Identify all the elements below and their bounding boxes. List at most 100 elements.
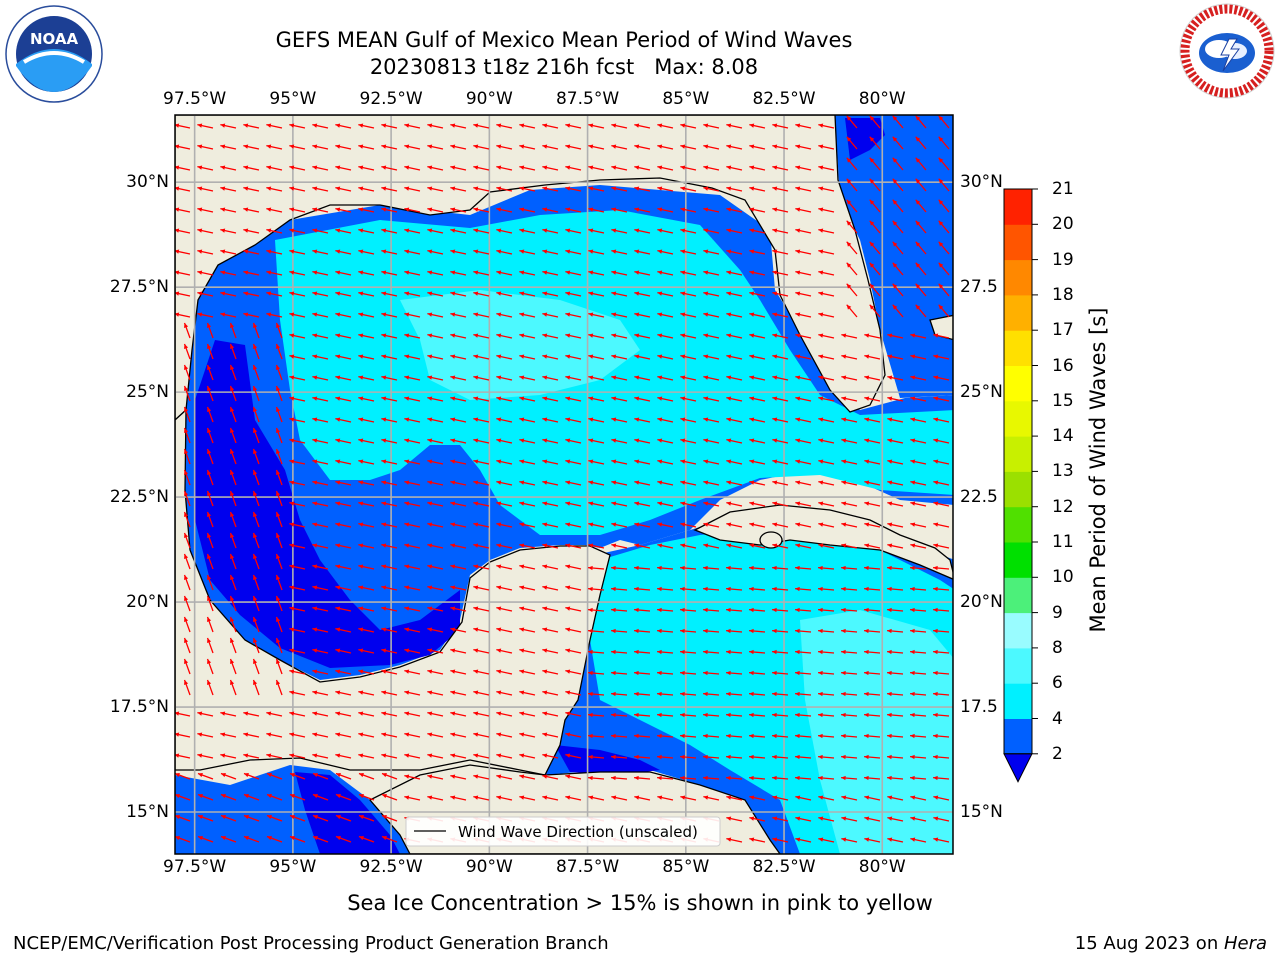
- wave-direction-arrow: [933, 565, 950, 571]
- wave-direction-arrow: [933, 607, 950, 613]
- wave-direction-arrow: [749, 228, 766, 234]
- wave-direction-arrow: [335, 228, 352, 234]
- wave-direction-arrow: [772, 837, 789, 843]
- wave-direction-arrow: [887, 691, 904, 697]
- wave-direction-arrow: [634, 795, 651, 801]
- colorbar-tick-label: 8: [1052, 637, 1063, 658]
- wave-direction-arrow: [381, 165, 398, 171]
- wave-direction-arrow: [450, 165, 467, 171]
- wave-direction-arrow: [726, 670, 743, 676]
- chart-title: GEFS MEAN Gulf of Mexico Mean Period of …: [275, 28, 853, 52]
- wave-direction-arrow: [869, 241, 881, 255]
- wave-direction-arrow: [726, 565, 743, 571]
- wave-direction-arrow: [795, 480, 812, 486]
- wave-direction-arrow: [588, 123, 605, 129]
- wave-direction-arrow: [404, 522, 421, 528]
- wave-direction-arrow: [910, 480, 927, 486]
- wave-direction-arrow: [841, 396, 858, 402]
- wave-direction-arrow: [519, 438, 536, 444]
- lon-tick-label-bottom: 87.5°W: [555, 857, 620, 877]
- wave-direction-arrow: [473, 711, 490, 717]
- wave-direction-arrow: [381, 207, 398, 213]
- wave-direction-arrow: [473, 144, 490, 150]
- wave-direction-arrow: [542, 732, 559, 738]
- wave-direction-arrow: [892, 262, 904, 276]
- wave-direction-arrow: [611, 754, 628, 760]
- wave-direction-arrow: [749, 795, 766, 801]
- wave-direction-arrow: [892, 283, 904, 297]
- wave-direction-arrow: [841, 501, 858, 507]
- wave-direction-arrow: [335, 793, 352, 801]
- wave-direction-arrow: [358, 144, 375, 150]
- wave-direction-arrow: [404, 774, 421, 780]
- wave-direction-arrow: [381, 312, 398, 318]
- wave-direction-arrow: [772, 123, 789, 129]
- wave-direction-arrow: [680, 270, 697, 276]
- wave-direction-arrow: [869, 220, 881, 234]
- wave-direction-arrow: [933, 417, 950, 423]
- wave-direction-arrow: [358, 228, 375, 234]
- wave-direction-arrow: [915, 220, 927, 234]
- wave-direction-arrow: [335, 438, 352, 444]
- wave-direction-arrow: [473, 522, 490, 528]
- wave-direction-arrow: [726, 312, 743, 318]
- wave-direction-arrow: [450, 144, 467, 150]
- wave-direction-arrow: [220, 144, 237, 150]
- wave-direction-arrow: [565, 753, 582, 759]
- wave-direction-arrow: [175, 793, 191, 801]
- wave-direction-arrow: [358, 585, 375, 591]
- wave-direction-arrow: [450, 417, 467, 423]
- wave-direction-arrow: [427, 543, 444, 549]
- wind-wave-direction-arrows: [175, 115, 950, 843]
- wave-direction-arrow: [588, 396, 605, 402]
- wave-direction-arrow: [680, 522, 697, 528]
- wave-direction-arrow: [818, 565, 835, 571]
- footer-organization: NCEP/EMC/Verification Post Processing Pr…: [13, 933, 609, 954]
- wave-direction-arrow: [496, 459, 513, 465]
- wave-direction-arrow: [266, 249, 283, 255]
- noaa-logo-icon: NOAA: [4, 4, 104, 104]
- wave-direction-arrow: [910, 522, 927, 528]
- wave-direction-arrow: [634, 249, 651, 255]
- wave-direction-arrow: [795, 501, 812, 507]
- colorbar-segment: [1004, 400, 1032, 437]
- wave-direction-arrow: [404, 396, 421, 402]
- wave-direction-arrow: [229, 658, 237, 675]
- wave-direction-arrow: [588, 501, 605, 507]
- wave-direction-arrow: [772, 144, 789, 150]
- wave-direction-arrow: [289, 417, 306, 423]
- wave-direction-arrow: [404, 291, 421, 297]
- colorbar: [1003, 188, 1038, 783]
- wave-direction-arrow: [772, 522, 789, 528]
- lat-tick-label-left: 20°N: [126, 592, 169, 613]
- wave-direction-arrow: [197, 291, 214, 297]
- wave-direction-arrow: [680, 607, 697, 613]
- wave-direction-arrow: [266, 144, 283, 150]
- wave-direction-arrow: [289, 480, 306, 486]
- wave-direction-arrow: [312, 627, 329, 633]
- wave-direction-arrow: [175, 835, 191, 843]
- colorbar-tick-label: 18: [1052, 284, 1074, 305]
- lon-tick-label-top: 90°W: [465, 89, 513, 109]
- wave-direction-arrow: [910, 501, 927, 507]
- wave-direction-arrow: [275, 658, 283, 675]
- wave-direction-arrow: [657, 565, 674, 571]
- wave-direction-arrow: [910, 354, 927, 360]
- wave-direction-arrow: [841, 354, 858, 360]
- wave-direction-arrow: [206, 637, 214, 654]
- wave-direction-arrow: [749, 543, 766, 549]
- colorbar-tick-label: 15: [1052, 390, 1074, 411]
- wave-direction-arrow: [795, 249, 812, 255]
- lat-tick-label-left: 25°N: [126, 382, 169, 403]
- wave-direction-arrow: [749, 649, 766, 655]
- wave-direction-arrow: [312, 772, 329, 780]
- wave-direction-arrow: [726, 543, 743, 549]
- wave-direction-arrow: [289, 123, 306, 129]
- wave-direction-arrow: [841, 459, 858, 465]
- us-gulf-coast-land: [175, 115, 886, 421]
- lon-tick-label-top: 95°W: [269, 89, 317, 109]
- wave-direction-arrow: [749, 480, 766, 486]
- wave-direction-arrow: [335, 291, 352, 297]
- wave-direction-arrow: [749, 186, 766, 192]
- wave-direction-arrow: [772, 816, 789, 822]
